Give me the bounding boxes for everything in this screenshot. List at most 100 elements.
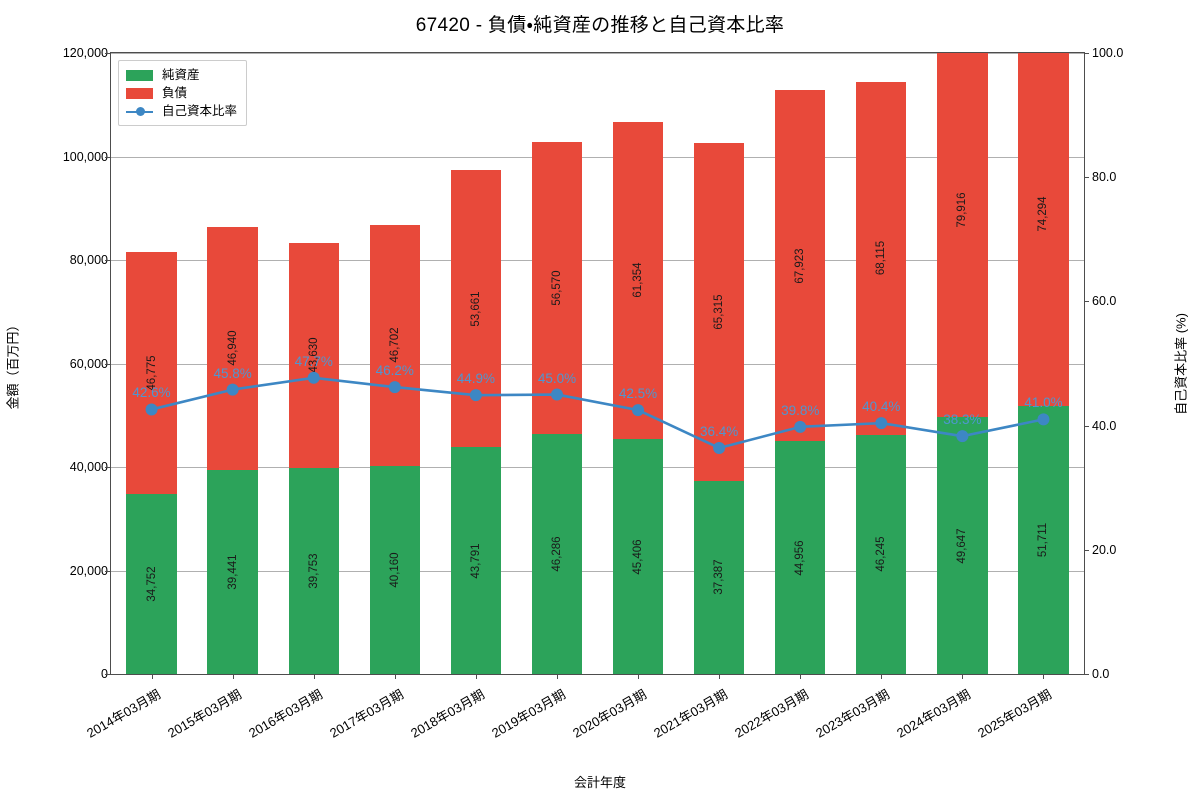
ratio-data-point[interactable]	[875, 417, 888, 430]
y-tick-mark-left	[105, 260, 110, 261]
y-tick-label-left: 60,000	[69, 356, 108, 371]
gridline	[111, 363, 1084, 365]
bar-group[interactable]	[612, 121, 664, 674]
bar-segment-liabilities[interactable]	[612, 121, 664, 440]
bar-group[interactable]	[126, 252, 177, 674]
ratio-value-label: 45.8%	[213, 365, 252, 381]
bar-segment-net-assets[interactable]	[693, 480, 745, 674]
x-tick-mark	[638, 674, 640, 679]
ratio-data-point[interactable]	[226, 383, 239, 396]
bar-segment-net-assets[interactable]	[126, 494, 177, 674]
bar-segment-net-assets[interactable]	[369, 466, 420, 674]
y-tick-mark-left	[105, 467, 110, 468]
y-tick-mark-right	[1084, 425, 1089, 427]
y-tick-label-left: 100,000	[62, 149, 108, 164]
gridline	[111, 156, 1084, 158]
x-tick-label: 2016年03月期	[245, 686, 325, 741]
bar-segment-net-assets[interactable]	[531, 434, 583, 674]
x-tick-label: 2017年03月期	[326, 686, 406, 741]
x-tick-mark	[719, 674, 721, 679]
ratio-value-label: 46.2%	[375, 363, 414, 379]
y-tick-label-right: 100.0	[1092, 46, 1124, 60]
bar-segment-liabilities[interactable]	[531, 141, 583, 435]
bar-group[interactable]	[1018, 53, 1069, 674]
bar-group[interactable]	[531, 141, 583, 674]
bar-group[interactable]	[937, 53, 988, 674]
bar-group[interactable]	[856, 82, 907, 674]
y-tick-label-right: 20.0	[1092, 542, 1117, 557]
bar-segment-liabilities[interactable]	[207, 227, 258, 470]
legend-swatch-liabilities	[126, 87, 153, 99]
bar-group[interactable]	[207, 227, 258, 674]
ratio-data-point[interactable]	[469, 389, 482, 402]
y-tick-label-left: 80,000	[69, 253, 108, 267]
y-axis-label-right: 自己資本比率 (%)	[1173, 313, 1189, 415]
x-tick-mark	[475, 674, 477, 679]
ratio-value-label: 45.0%	[537, 370, 577, 386]
ratio-data-point[interactable]	[794, 420, 807, 433]
bar-segment-net-assets[interactable]	[207, 469, 258, 674]
x-tick-label: 2021年03月期	[651, 686, 731, 741]
bar-group[interactable]	[775, 89, 826, 674]
ratio-data-point[interactable]	[713, 441, 726, 454]
ratio-value-label: 42.5%	[618, 386, 658, 402]
legend-item-net-assets: 純資産	[126, 66, 237, 84]
bar-segment-net-assets[interactable]	[612, 439, 664, 674]
ratio-data-point[interactable]	[388, 381, 401, 394]
y-tick-mark-right	[1084, 301, 1089, 303]
x-tick-label: 2020年03月期	[570, 686, 650, 741]
x-tick-mark	[313, 674, 315, 679]
bar-group[interactable]	[369, 224, 420, 674]
ratio-data-point[interactable]	[1037, 413, 1050, 426]
bar-segment-net-assets[interactable]	[856, 434, 907, 674]
chart-title: 67420 - 負債・純資産の推移と自己資本比率	[415, 15, 785, 36]
bar-segment-liabilities[interactable]	[775, 89, 826, 442]
gridline	[111, 260, 1084, 261]
legend-item-equity-ratio: 自己資本比率	[126, 102, 237, 120]
bar-segment-net-assets[interactable]	[937, 417, 988, 674]
bar-segment-liabilities[interactable]	[288, 242, 339, 469]
x-tick-mark	[1043, 674, 1045, 679]
y-tick-label-left: 20,000	[69, 563, 108, 578]
ratio-line	[151, 376, 1044, 450]
bar-group[interactable]	[693, 142, 745, 674]
x-tick-label: 2015年03月期	[164, 686, 244, 741]
gridline	[111, 570, 1084, 572]
x-tick-mark	[151, 674, 153, 679]
bar-segment-liabilities[interactable]	[369, 224, 420, 467]
bar-segment-net-assets[interactable]	[288, 468, 339, 674]
ratio-value-label: 38.3%	[943, 412, 982, 428]
bar-segment-net-assets[interactable]	[775, 441, 826, 674]
bar-segment-liabilities[interactable]	[126, 252, 177, 495]
y-tick-label-right: 60.0	[1092, 294, 1117, 309]
x-tick-mark	[556, 674, 558, 679]
ratio-data-point[interactable]	[307, 371, 320, 384]
y-tick-mark-left	[105, 674, 110, 675]
bar-segment-liabilities[interactable]	[937, 53, 988, 418]
y-tick-mark-right	[1084, 549, 1089, 551]
y-tick-mark-left	[105, 570, 110, 572]
ratio-value-label: 47.7%	[294, 353, 333, 369]
legend-line-equity-ratio	[126, 106, 153, 117]
x-axis-label: 会計年度	[573, 775, 626, 790]
x-tick-label: 2018年03月期	[408, 686, 487, 741]
gridline	[111, 467, 1084, 468]
bar-segment-net-assets[interactable]	[450, 447, 501, 674]
ratio-data-point[interactable]	[550, 388, 563, 401]
legend-swatch-net-assets	[126, 69, 153, 81]
bar-segment-liabilities[interactable]	[856, 82, 907, 435]
ratio-data-point[interactable]	[956, 430, 969, 443]
bar-segment-net-assets[interactable]	[1018, 406, 1069, 674]
bar-group[interactable]	[288, 242, 339, 674]
bar-segment-liabilities[interactable]	[1018, 53, 1069, 407]
bar-segment-liabilities[interactable]	[693, 142, 745, 481]
gridline	[111, 53, 1084, 54]
ratio-data-point[interactable]	[145, 403, 158, 416]
ratio-value-label: 40.4%	[862, 399, 901, 415]
y-tick-label-left: 120,000	[62, 46, 108, 60]
y-tick-mark-right	[1084, 177, 1089, 179]
y-tick-mark-right	[1084, 53, 1089, 54]
legend-label-net-assets: 純資産	[162, 67, 200, 82]
ratio-data-point[interactable]	[632, 404, 645, 417]
y-tick-mark-left	[105, 156, 110, 158]
